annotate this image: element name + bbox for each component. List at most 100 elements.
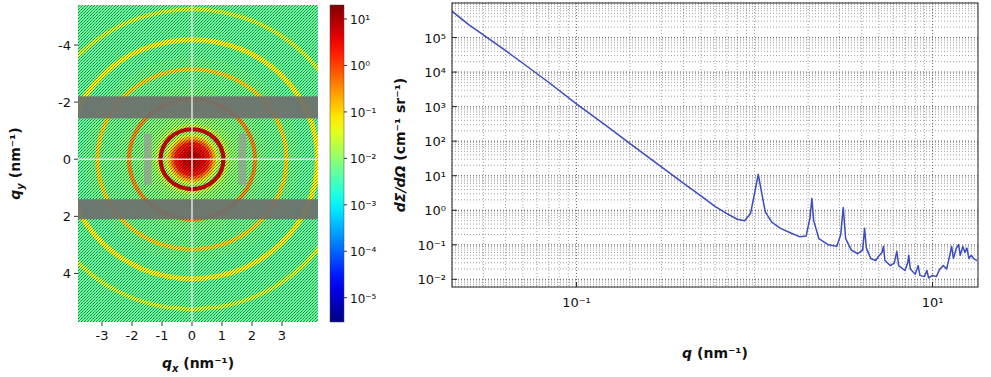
axis-title: qy (nm⁻¹) bbox=[7, 127, 26, 199]
grid-line-minor bbox=[452, 55, 978, 56]
grid-line-minor bbox=[452, 79, 978, 80]
data-area bbox=[452, 11, 977, 278]
tick bbox=[932, 282, 933, 287]
grid-line-minor bbox=[452, 193, 978, 194]
tick bbox=[576, 282, 577, 287]
axis-symbol: q bbox=[7, 190, 23, 200]
grid-line bbox=[452, 210, 978, 211]
grid-line-minor bbox=[452, 228, 978, 229]
chart-heatmap: -3-2-10123-4-2024qx (nm⁻¹)qy (nm⁻¹)10¹10… bbox=[0, 0, 417, 374]
grid-line-minor bbox=[452, 177, 978, 178]
grid-line-minor bbox=[452, 210, 978, 211]
axis-symbol: dΣ/dΩ bbox=[392, 165, 408, 212]
grid-line-minor bbox=[452, 42, 978, 43]
grid-line-minor bbox=[452, 124, 978, 125]
tick-label: 10⁻¹ bbox=[417, 238, 446, 253]
tick-label: 2 bbox=[63, 209, 71, 224]
tick-label: 4 bbox=[63, 266, 71, 281]
grid-line bbox=[452, 175, 978, 176]
colorbar bbox=[330, 5, 344, 322]
axis-unit: (cm⁻¹ sr⁻¹) bbox=[392, 78, 408, 166]
grid-line-minor bbox=[452, 282, 978, 283]
tick bbox=[452, 244, 457, 245]
tick bbox=[74, 44, 78, 45]
grid-line-minor bbox=[726, 3, 727, 287]
colorbar-tick bbox=[344, 18, 347, 19]
figure: -3-2-10123-4-2024qx (nm⁻¹)qy (nm⁻¹)10¹10… bbox=[0, 0, 991, 377]
grid-line bbox=[78, 158, 318, 160]
grid-line-minor bbox=[452, 220, 978, 221]
colorbar-tick bbox=[344, 297, 347, 298]
grid-line-minor bbox=[452, 189, 978, 190]
grid-line bbox=[452, 72, 978, 73]
axis-symbol: q bbox=[162, 355, 172, 371]
grid-line-minor bbox=[452, 120, 978, 121]
grid-line-minor bbox=[452, 280, 978, 281]
colorbar-label: 10⁻¹ bbox=[350, 106, 377, 120]
ring-annulus bbox=[78, 5, 318, 322]
colorbar-tick bbox=[344, 111, 347, 112]
grid-line-minor bbox=[452, 211, 978, 212]
axis-title: dΣ/dΩ (cm⁻¹ sr⁻¹) bbox=[392, 78, 408, 212]
tick bbox=[452, 279, 457, 280]
tick-label: 1 bbox=[218, 328, 226, 343]
grid-line-minor bbox=[452, 39, 978, 40]
colorbar-label: 10⁰ bbox=[350, 59, 370, 73]
grid-line-minor bbox=[483, 3, 484, 287]
grid-line-minor bbox=[452, 246, 978, 247]
ring-annulus bbox=[78, 5, 318, 322]
grid-line-minor bbox=[452, 4, 978, 5]
colorbar-label: 10⁻² bbox=[350, 152, 377, 166]
axis-title: qx (nm⁻¹) bbox=[162, 355, 234, 374]
tick-label: 0 bbox=[188, 328, 196, 343]
grid-line-minor bbox=[754, 3, 755, 287]
grid-line-minor bbox=[452, 13, 978, 14]
tick-label: -3 bbox=[96, 328, 109, 343]
grid-line-minor bbox=[452, 165, 978, 166]
tick-label: 0 bbox=[63, 152, 71, 167]
detector-gap bbox=[78, 96, 318, 118]
colorbar-label: 10¹ bbox=[350, 13, 370, 27]
grid-line-minor bbox=[452, 181, 978, 182]
grid-line-minor bbox=[576, 3, 577, 287]
tick bbox=[282, 322, 283, 326]
grid-line-minor bbox=[861, 3, 862, 287]
grid-line-minor bbox=[452, 258, 978, 259]
grid-line-minor bbox=[452, 217, 978, 218]
grid-line bbox=[452, 37, 978, 38]
grid-line-minor bbox=[452, 215, 978, 216]
axis-unit: (nm⁻¹) bbox=[692, 345, 748, 361]
plot-bg bbox=[452, 3, 978, 287]
tick-label: 10⁰ bbox=[424, 203, 446, 218]
grid-line-minor bbox=[452, 186, 978, 187]
grid-line-minor bbox=[452, 85, 978, 86]
grid-line-minor bbox=[452, 183, 978, 184]
grid-line-minor bbox=[452, 148, 978, 149]
grid-line-minor bbox=[924, 3, 925, 287]
grid-line-minor bbox=[452, 75, 978, 76]
grid-line-minor bbox=[452, 21, 978, 22]
tick bbox=[132, 322, 133, 326]
tick bbox=[162, 322, 163, 326]
grid-line-minor bbox=[452, 27, 978, 28]
tick-label: 2 bbox=[248, 328, 256, 343]
plot-frame bbox=[452, 3, 978, 287]
tick bbox=[452, 175, 457, 176]
grid-line-minor bbox=[505, 3, 506, 287]
grid-line-minor bbox=[522, 3, 523, 287]
grid-line-minor bbox=[452, 47, 978, 48]
grid-line-minor bbox=[452, 61, 978, 62]
grid-line-minor bbox=[559, 3, 560, 287]
grid-line-minor bbox=[452, 255, 978, 256]
grid-line-minor bbox=[452, 90, 978, 91]
tick bbox=[74, 102, 78, 103]
grid-line-minor bbox=[452, 106, 978, 107]
grid-line-minor bbox=[452, 250, 978, 251]
axis-symbol: q bbox=[682, 345, 692, 361]
grid-line-minor bbox=[452, 248, 978, 249]
tick bbox=[74, 216, 78, 217]
grid-line-minor bbox=[452, 73, 978, 74]
tick-label: 10⁴ bbox=[424, 65, 446, 80]
tick bbox=[74, 273, 78, 274]
tick-label: 10¹ bbox=[424, 169, 446, 184]
